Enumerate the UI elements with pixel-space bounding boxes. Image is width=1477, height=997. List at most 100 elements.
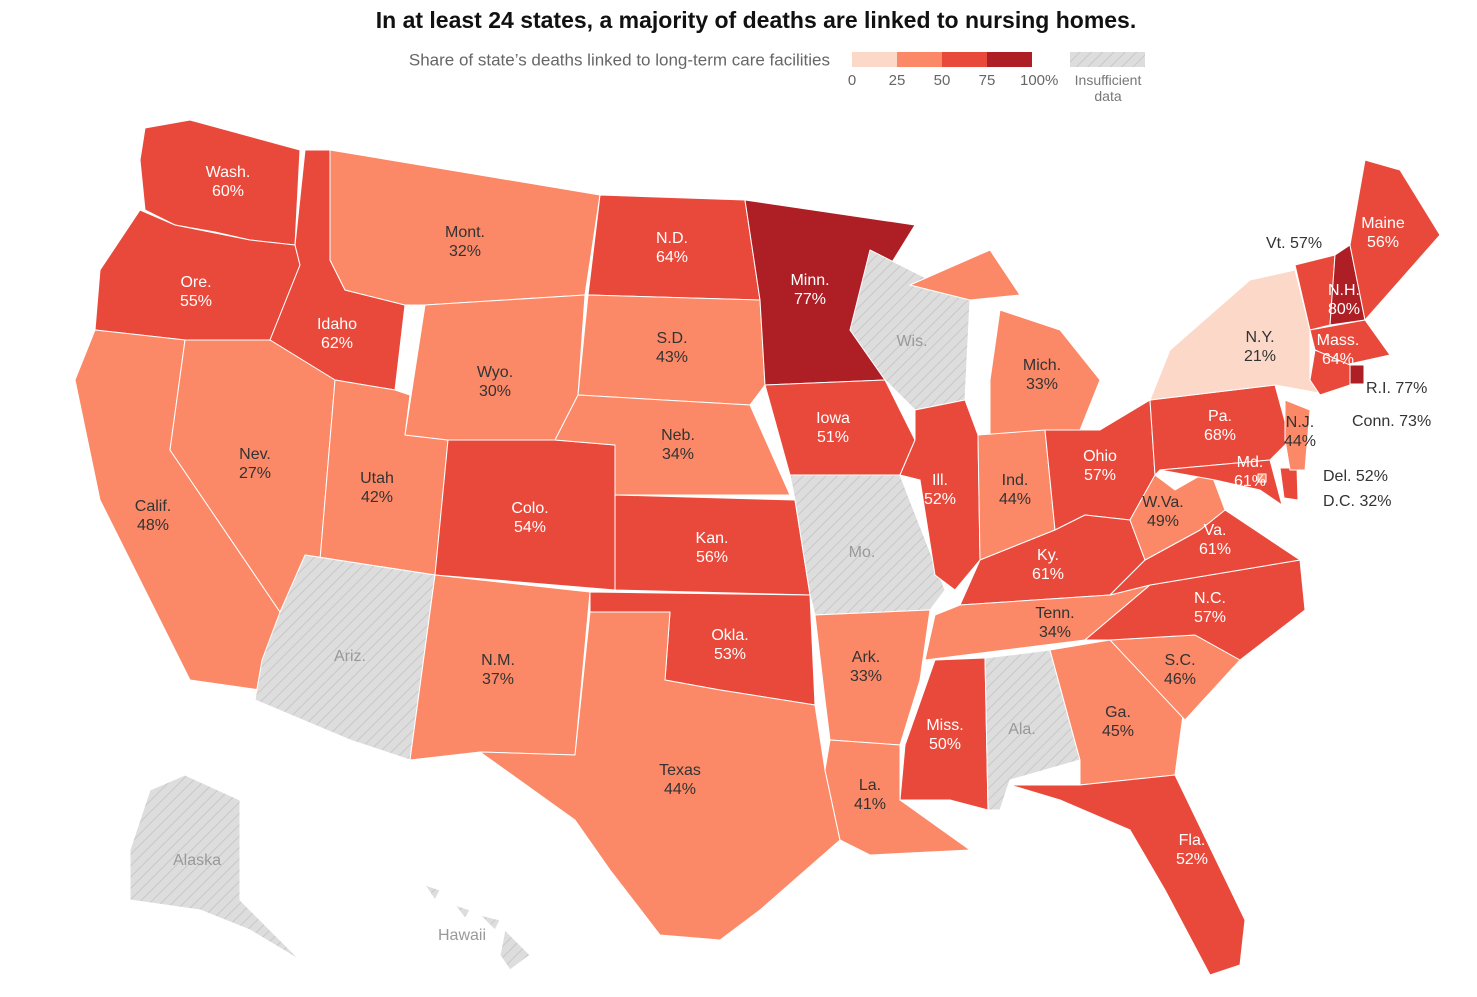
state-value: 46% (1164, 671, 1196, 688)
state-shape (1309, 319, 1391, 366)
state-value: 44% (999, 491, 1031, 508)
state-value: 34% (1039, 624, 1071, 641)
state-name: Mo. (849, 544, 876, 561)
state-name: Md. (1237, 454, 1264, 471)
state-name: Minn. (790, 272, 829, 289)
state-value: 44% (664, 781, 696, 798)
state-name: Alaska (173, 852, 221, 869)
state-name: Mich. (1023, 357, 1061, 374)
state-value: 48% (137, 517, 169, 534)
state-name: Utah (360, 470, 394, 487)
state-value: 73% (1399, 413, 1431, 430)
state-shape (479, 611, 841, 941)
state-name: Wis. (896, 333, 927, 350)
legend-tick-label: 50 (934, 72, 951, 89)
state-shape (1284, 399, 1311, 471)
state-name: Miss. (926, 717, 963, 734)
legend-title: Share of state’s deaths linked to long-t… (409, 50, 830, 69)
state-shape (824, 739, 971, 856)
legend-swatch (987, 52, 1032, 67)
state-value: 37% (482, 671, 514, 688)
state-name: N.D. (656, 230, 688, 247)
state-name: Tenn. (1035, 605, 1074, 622)
state-value: 32% (1359, 493, 1391, 510)
state-name: Pa. (1208, 408, 1232, 425)
state-name: D.C. (1323, 493, 1355, 510)
state-name: Okla. (711, 627, 748, 644)
state-value: 33% (1026, 376, 1058, 393)
state-shape (1309, 349, 1351, 396)
state-name: Fla. (1179, 832, 1206, 849)
state-name: Neb. (661, 427, 695, 444)
state-name: R.I. (1366, 380, 1391, 397)
state-name: Del. (1323, 468, 1351, 485)
state-shape (577, 294, 766, 406)
state-value: 77% (794, 291, 826, 308)
state-name: Ga. (1105, 704, 1131, 721)
state-value: 80% (1328, 301, 1360, 318)
state-value: 44% (1284, 433, 1316, 450)
legend-swatch (852, 52, 897, 67)
state-value: 68% (1204, 427, 1236, 444)
state-value: 41% (854, 796, 886, 813)
state-name: Ind. (1002, 472, 1029, 489)
state-shape (1257, 473, 1267, 483)
state-value: 50% (929, 736, 961, 753)
state-name: Ill. (932, 472, 948, 489)
state-value: 32% (449, 243, 481, 260)
state-value: 21% (1244, 348, 1276, 365)
title: In at least 24 states, a majority of dea… (376, 7, 1137, 33)
state-name: Wash. (206, 164, 251, 181)
state-name: Va. (1204, 522, 1227, 539)
state-label: D.C. 32% (1323, 493, 1391, 510)
legend-swatch (897, 52, 942, 67)
state-value: 61% (1199, 541, 1231, 558)
state-value: 61% (1234, 473, 1266, 490)
state-name: Vt. (1266, 235, 1286, 252)
state-value: 52% (924, 491, 956, 508)
state-name: Ore. (180, 274, 211, 291)
state-shape (1279, 467, 1299, 501)
state-shape (1129, 469, 1226, 561)
state-name: Maine (1361, 215, 1405, 232)
state-value: 27% (239, 465, 271, 482)
state-value: 52% (1356, 468, 1388, 485)
state-label: Vt. 57% (1266, 235, 1322, 252)
state-name: Nev. (239, 446, 271, 463)
state-name: W.Va. (1142, 494, 1184, 511)
legend-tick-label: 100% (1020, 72, 1058, 89)
legend-tick-label: 75 (979, 72, 996, 89)
legend-swatch (942, 52, 987, 67)
state-name: Ark. (852, 649, 880, 666)
legend-insufficient-swatch (1070, 52, 1145, 67)
state-name: Calif. (135, 498, 171, 515)
state-name: Wyo. (477, 364, 513, 381)
state-name: S.D. (656, 330, 687, 347)
state-value: 34% (662, 446, 694, 463)
state-name: N.M. (481, 652, 515, 669)
state-value: 60% (212, 183, 244, 200)
state-shape (1349, 159, 1441, 321)
state-value: 42% (361, 489, 393, 506)
state-name: Mont. (445, 224, 485, 241)
state-value: 53% (714, 646, 746, 663)
state-value: 57% (1290, 235, 1322, 252)
legend-tick-label: 25 (889, 72, 906, 89)
state-shape (424, 884, 531, 971)
state-value: 51% (817, 429, 849, 446)
state-name: Ala. (1008, 721, 1036, 738)
state-value: 62% (321, 335, 353, 352)
legend-insufficient-label: Insufficient data (1074, 72, 1142, 104)
state-shape (1009, 774, 1246, 976)
state-name: Colo. (511, 500, 548, 517)
state-value: 61% (1032, 566, 1064, 583)
state-label: Del. 52% (1323, 468, 1388, 485)
state-name: Iowa (816, 410, 850, 427)
state-shape (764, 379, 916, 476)
state-name: La. (859, 777, 881, 794)
state-name: N.J. (1286, 414, 1314, 431)
state-shape (899, 399, 981, 591)
state-name: Idaho (317, 316, 357, 333)
state-value: 43% (656, 349, 688, 366)
